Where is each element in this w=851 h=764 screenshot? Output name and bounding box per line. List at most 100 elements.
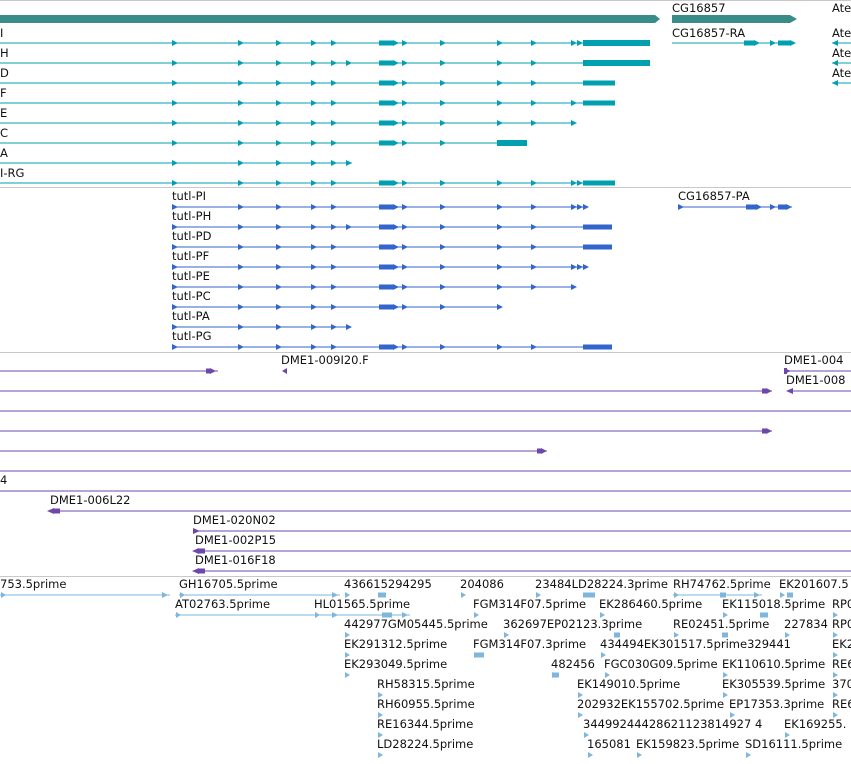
- protein-row[interactable]: tutl-PA: [172, 309, 352, 330]
- gene-bar-tutl[interactable]: [0, 15, 655, 23]
- protein-row[interactable]: tutl-PI: [172, 189, 589, 210]
- exon-block: [537, 448, 541, 454]
- clone-row[interactable]: [282, 368, 287, 374]
- clone-row[interactable]: [0, 368, 218, 374]
- protein-row[interactable]: tutl-PF: [172, 249, 589, 270]
- est-feature[interactable]: EK293049.5prime: [344, 657, 447, 678]
- est-bar[interactable]: [179, 592, 340, 598]
- est-feature[interactable]: EK159823.5prime: [636, 737, 739, 758]
- clone-row[interactable]: [786, 388, 851, 394]
- transcript-row-cg16857-ra[interactable]: CG16857-RA: [672, 26, 796, 46]
- est-feature[interactable]: RE16344.5prime: [377, 717, 473, 738]
- est-feature[interactable]: 362697EP02123.3prime: [503, 617, 642, 638]
- est-bar[interactable]: [0, 592, 170, 598]
- est-feature[interactable]: 434494EK301517.5prime329441: [600, 637, 791, 658]
- gene-bar-cg16857[interactable]: [672, 15, 790, 23]
- exon-arrow: [723, 612, 728, 618]
- clone-row[interactable]: [192, 568, 851, 574]
- est-feature[interactable]: 436615294295: [344, 577, 432, 598]
- clone-row[interactable]: [0, 428, 772, 434]
- transcript-row[interactable]: I-RG: [0, 166, 615, 186]
- est-feature[interactable]: 442977GM05445.5prime: [344, 617, 488, 638]
- est-feature[interactable]: 370: [832, 677, 851, 698]
- est-feature[interactable]: EK305539.5prime: [722, 677, 825, 698]
- exon-arrow: [238, 284, 244, 290]
- est-feature[interactable]: RH60955.5prime: [377, 697, 475, 718]
- est-feature[interactable]: 202932EK155702.5prime: [577, 697, 724, 718]
- transcript-label-ate: Ate: [832, 66, 851, 80]
- est-feature[interactable]: RP0: [832, 617, 851, 638]
- exon-arrow: [531, 120, 537, 126]
- transcript-row[interactable]: F: [0, 86, 615, 106]
- exon-arrow: [402, 180, 408, 186]
- est-feature[interactable]: 23484LD28224.3prime: [535, 577, 668, 598]
- transcript-row[interactable]: D: [0, 66, 615, 86]
- est-feature[interactable]: RH58315.5prime: [377, 677, 475, 698]
- est-feature[interactable]: FGM314F07.5prime: [473, 597, 586, 618]
- est-feature[interactable]: EK201607.5: [779, 577, 849, 598]
- est-feature[interactable]: RE6: [832, 657, 851, 678]
- gene-arrow: [790, 15, 797, 23]
- transcript-row[interactable]: E: [0, 106, 577, 126]
- est-feature[interactable]: EK169255.: [784, 717, 846, 738]
- transcript-row[interactable]: I: [0, 26, 650, 46]
- est-feature[interactable]: FGM314F07.3prime: [473, 637, 586, 658]
- transcript-row-ate[interactable]: Ate: [832, 26, 851, 46]
- protein-row-cg16857-pa[interactable]: CG16857-PA: [678, 189, 792, 210]
- exon-arrow: [584, 732, 589, 738]
- est-bar[interactable]: [673, 592, 762, 598]
- est-feature[interactable]: RE02451.5prime: [673, 617, 769, 638]
- transcript-row[interactable]: A: [0, 146, 352, 166]
- exon-arrow: [730, 712, 735, 718]
- transcript-row[interactable]: C: [0, 126, 527, 146]
- exon-arrow: [393, 204, 399, 210]
- est-label: EK305539.5prime: [722, 677, 825, 691]
- clone-row[interactable]: [0, 388, 772, 394]
- est-label: RH58315.5prime: [377, 677, 475, 691]
- exon-block: [762, 388, 766, 394]
- clone-row[interactable]: [192, 548, 851, 554]
- est-feature[interactable]: 227834: [784, 617, 828, 638]
- exon-arrow: [172, 244, 178, 250]
- exon-arrow: [531, 344, 537, 350]
- est-feature[interactable]: FGC030G09.5prime: [604, 657, 718, 678]
- exon-arrow: [637, 752, 642, 758]
- exon-block: [583, 592, 595, 598]
- protein-row[interactable]: tutl-PH: [172, 209, 612, 230]
- est-feature[interactable]: 34499244428621123814927 4: [583, 717, 762, 738]
- exon-block: [54, 508, 60, 514]
- transcript-row-ate[interactable]: Ate: [832, 46, 851, 66]
- est-bar[interactable]: [314, 612, 410, 618]
- est-feature[interactable]: EK149010.5prime: [577, 677, 680, 698]
- exon-arrow: [497, 244, 503, 250]
- protein-row[interactable]: tutl-PE: [172, 269, 577, 290]
- clone-row[interactable]: [0, 448, 547, 454]
- est-feature[interactable]: EK115018.5prime: [722, 597, 825, 618]
- transcript-row[interactable]: H: [0, 46, 650, 66]
- est-feature[interactable]: 165081: [587, 737, 631, 758]
- est-label: RH60955.5prime: [377, 697, 475, 711]
- est-feature[interactable]: EK286460.5prime: [599, 597, 702, 618]
- clone-row[interactable]: [193, 528, 851, 534]
- transcript-row-ate[interactable]: Ate: [832, 66, 851, 86]
- est-feature[interactable]: LD28224.5prime: [377, 737, 473, 758]
- est-feature[interactable]: RE6: [832, 697, 851, 718]
- est-feature[interactable]: RP0: [832, 597, 851, 618]
- protein-row[interactable]: tutl-PC: [172, 289, 503, 310]
- protein-row[interactable]: tutl-PG: [172, 329, 612, 350]
- exon-block: [583, 100, 615, 106]
- est-feature[interactable]: SD16111.5prime: [745, 737, 842, 758]
- exon-arrow: [276, 80, 282, 86]
- est-feature[interactable]: EK2: [832, 637, 851, 658]
- est-feature[interactable]: EP17353.3prime: [729, 697, 824, 718]
- est-label: GH16705.5prime: [179, 577, 278, 591]
- protein-row[interactable]: tutl-PD: [172, 229, 612, 250]
- exon-arrow: [531, 244, 537, 250]
- exon-arrow: [238, 344, 244, 350]
- est-feature[interactable]: EK291312.5prime: [344, 637, 447, 658]
- est-feature[interactable]: EK110610.5prime: [722, 657, 825, 678]
- clone-row[interactable]: [784, 368, 851, 374]
- est-feature[interactable]: 204086: [460, 577, 504, 598]
- clone-row[interactable]: [47, 508, 851, 514]
